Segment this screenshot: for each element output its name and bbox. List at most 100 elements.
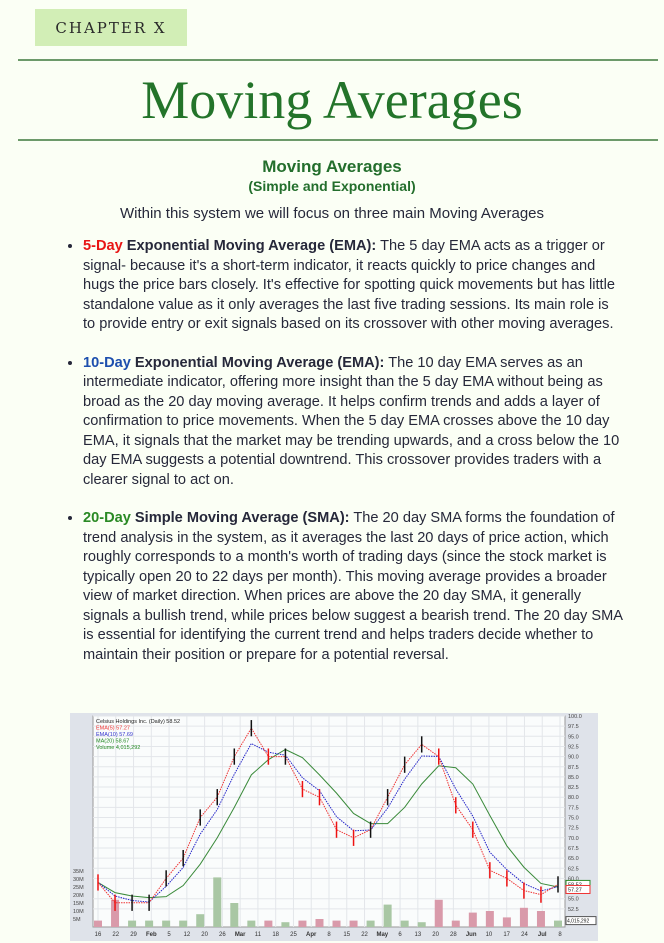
intro-text: Within this system we will focus on thre…	[119, 205, 545, 222]
volume-bar	[502, 917, 511, 927]
key-20day: 20-Day	[83, 510, 131, 526]
volume-bar	[213, 877, 222, 927]
last-ema5-label: 57.27	[568, 887, 582, 893]
y-tick-label: 60.0	[568, 876, 579, 882]
x-tick-label: 28	[450, 932, 457, 938]
x-tick-label: 6	[398, 932, 402, 938]
volume-bar	[536, 911, 545, 927]
vol-tick-label: 10M	[73, 909, 84, 915]
y-tick-label: 70.0	[568, 836, 579, 842]
x-tick-label: 13	[415, 932, 422, 938]
y-tick-label: 90.0	[568, 755, 579, 761]
legend-ma20: MA(20) 58.67	[96, 739, 129, 745]
x-tick-label: 22	[361, 932, 368, 938]
x-tick-label: 20	[201, 932, 208, 938]
legend-title: Celsius Holdings Inc. (Daily) 58.52	[96, 719, 180, 725]
vol-tick-label: 5M	[73, 917, 81, 923]
y-tick-label: 97.5	[568, 724, 579, 730]
last-ema5-box	[565, 884, 591, 894]
section-subtitle: (Simple and Exponential)	[248, 178, 416, 194]
y-tick-label: 80.0	[568, 795, 579, 801]
volume-bar	[196, 914, 205, 927]
x-tick-label: 25	[290, 932, 297, 938]
volume-bar	[468, 912, 477, 927]
x-tick-label: Mar	[235, 932, 246, 938]
x-tick-label: Apr	[306, 932, 317, 938]
vol-tick-label: 20M	[73, 893, 84, 899]
key-5day: 5-Day	[83, 238, 123, 254]
volume-bar	[554, 920, 562, 927]
volume-bar	[128, 920, 137, 927]
x-tick-label: 16	[95, 932, 102, 938]
x-tick-label: 11	[255, 932, 262, 938]
list-item-10day: 10-Day Exponential Moving Average (EMA):…	[83, 354, 623, 491]
y-tick-label: 87.5	[568, 765, 579, 771]
chart-svg: 100.0 97.5 95.0 92.5 90.0 87.5 85.0 82.5 80.0 77.…	[73, 714, 597, 938]
x-tick-label: 8	[558, 932, 562, 938]
x-tick-label: Feb	[146, 932, 157, 938]
x-tick-label: 15	[343, 932, 350, 938]
x-tick-label: 26	[219, 932, 226, 938]
x-tick-label: 10	[486, 932, 493, 938]
vol-tick-label: 25M	[73, 885, 84, 891]
vol-tick-label: 15M	[73, 901, 84, 907]
y-tick-label: 75.0	[568, 816, 579, 822]
volume-bar	[247, 920, 256, 927]
x-tick-label: Jun	[466, 932, 477, 938]
stock-chart: 100.0 97.5 95.0 92.5 90.0 87.5 85.0 82.5 80.0 77.…	[70, 713, 598, 941]
y-tick-label: 82.5	[568, 785, 579, 791]
y-tick-label: 67.5	[568, 846, 579, 852]
vol-tick-label: 30M	[73, 877, 84, 883]
item-text: The 10 day EMA serves as an intermediate…	[83, 354, 620, 488]
x-tick-label: 20	[432, 932, 439, 938]
volume-bar	[451, 920, 460, 927]
last-volume-box	[565, 916, 597, 926]
y-tick-label: 55.0	[568, 897, 579, 903]
volume-bar	[417, 922, 426, 927]
volume-bar	[281, 922, 290, 927]
ma20-line	[97, 748, 559, 899]
list-item-20day: 20-Day Simple Moving Average (SMA): The …	[83, 509, 623, 665]
volume-bar	[485, 911, 494, 927]
chapter-label: CHAPTER X	[35, 9, 187, 46]
item-text: The 5 day EMA acts as a trigger or signa…	[83, 238, 615, 332]
ema5-line	[97, 727, 559, 904]
y-tick-label: 92.5	[568, 744, 579, 750]
volume-bar	[400, 920, 409, 927]
item-text: The 20 day SMA forms the foundation of t…	[83, 510, 623, 663]
list-item-5day: 5-Day Exponential Moving Average (EMA): …	[83, 237, 623, 335]
volume-bar	[366, 920, 375, 927]
divider-top	[18, 59, 658, 61]
y-tick-label: 100.0	[568, 714, 582, 720]
volume-bar	[94, 920, 102, 927]
volume-bar	[298, 920, 307, 927]
legend-ema10: EMA(10) 57.69	[96, 732, 133, 738]
y-tick-label: 77.5	[568, 805, 579, 811]
y-tick-label: 52.5	[568, 907, 579, 913]
x-tick-label: 24	[521, 932, 528, 938]
volume-bar	[162, 920, 171, 927]
volume-bar	[111, 899, 120, 927]
divider-bottom	[18, 139, 658, 141]
x-tick-label: May	[376, 932, 388, 938]
item-heading: Simple Moving Average (SMA):	[130, 510, 350, 526]
key-10day: 10-Day	[83, 354, 131, 371]
x-tick-label: 22	[112, 932, 119, 938]
ma-list: 5-Day Exponential Moving Average (EMA): …	[60, 237, 623, 684]
x-tick-label: 29	[130, 932, 137, 938]
volume-bar	[383, 904, 392, 927]
item-heading: Exponential Moving Average (EMA):	[122, 238, 377, 254]
item-heading: Exponential Moving Average (EMA):	[130, 354, 385, 371]
x-tick-label: 5	[167, 932, 171, 938]
page-title: Moving Averages	[141, 70, 523, 130]
volume-bar	[264, 920, 273, 927]
volume-bar	[230, 903, 239, 927]
y-tick-label: 72.5	[568, 826, 579, 832]
y-tick-label: 85.0	[568, 775, 579, 781]
ema10-line	[97, 742, 559, 903]
volume-bar	[315, 919, 324, 927]
x-tick-label: 18	[272, 932, 279, 938]
legend-ema5: EMA(5) 57.27	[96, 726, 130, 732]
vol-tick-label: 35M	[73, 869, 84, 875]
section-title: Moving Averages	[262, 157, 402, 176]
